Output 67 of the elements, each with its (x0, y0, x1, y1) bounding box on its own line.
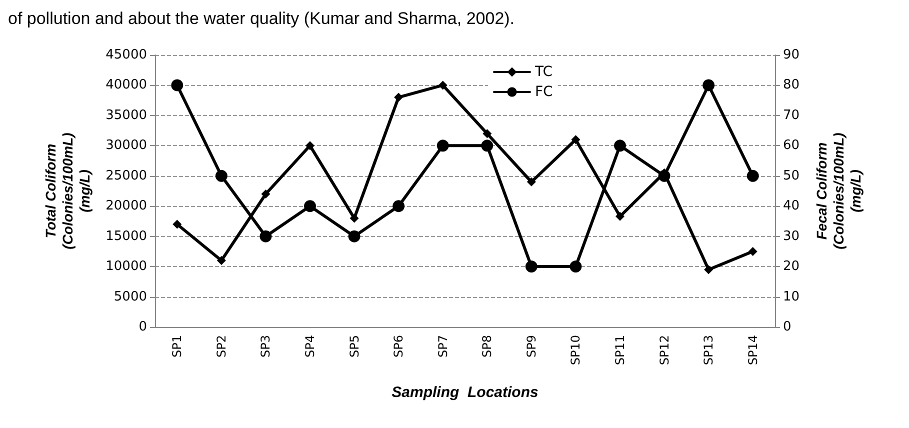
point (481, 140, 494, 152)
point (438, 80, 448, 90)
x-tick-label: SP5 (347, 335, 362, 358)
y2-tick-label: 10 (783, 289, 800, 304)
point (482, 129, 492, 138)
y2-tick-label: 50 (783, 168, 800, 184)
point (306, 141, 314, 150)
x-tick-label: SP8 (480, 335, 494, 358)
y-tick-label: 45000 (106, 48, 147, 62)
x-tick-label: SP13 (702, 335, 716, 366)
y2-tick-label: 80 (783, 78, 800, 93)
point (261, 190, 270, 199)
legend-label: TC (534, 64, 553, 80)
y-tick-label: 30000 (106, 138, 147, 154)
x-axis-title: Sampling Locations (392, 384, 538, 401)
y2-tick-label: 60 (783, 138, 800, 154)
point (436, 140, 449, 152)
x-tick-label: SP14 (746, 335, 760, 366)
y-tick-label: 20000 (106, 198, 147, 214)
y-tick-label: 10000 (106, 259, 147, 274)
point (526, 177, 536, 186)
y-tick-label: 0 (138, 320, 147, 334)
legend-label: FC (535, 84, 554, 100)
x-tick-label: SP6 (392, 335, 406, 358)
point (571, 135, 580, 144)
x-tick-label: SP4 (303, 335, 317, 358)
y-axis-title: Total Coliform (Colonies/100mL) (mg/L) (42, 132, 92, 250)
x-tick-label: SP11 (613, 335, 627, 366)
x-tick-label: SP2 (214, 335, 228, 358)
y2-tick-label: 40 (783, 198, 800, 214)
y2-tick-label: 0 (783, 320, 792, 334)
point (215, 170, 228, 182)
point (304, 200, 316, 212)
point (614, 140, 626, 152)
point (570, 260, 582, 273)
y2-tick-label: 20 (783, 259, 800, 274)
y-tick-label: 5000 (114, 289, 147, 304)
point (392, 200, 405, 212)
x-tick-label: SP1 (170, 335, 184, 358)
x-tick-label: SP9 (524, 335, 538, 358)
point (394, 92, 404, 102)
point (702, 79, 715, 92)
x-tick-label: SP3 (258, 335, 273, 358)
point (350, 214, 359, 223)
y-tick-label: 25000 (106, 168, 147, 184)
point (748, 246, 758, 256)
y2-tick-label: 90 (783, 48, 800, 62)
x-tick-label: SP10 (568, 335, 583, 366)
point (746, 170, 759, 182)
point (704, 265, 714, 274)
x-tick-label: SP7 (436, 335, 450, 358)
y2-tick-label: 30 (783, 228, 800, 244)
point (348, 230, 360, 242)
x-tick-label: SP12 (657, 335, 672, 366)
y-tick-label: 35000 (106, 108, 147, 123)
point (658, 170, 670, 182)
point (171, 79, 184, 92)
y-tick-label: 40000 (106, 78, 147, 93)
point (525, 260, 538, 273)
point (216, 256, 226, 266)
text: of pollution and about the water quality (Kumar and Sharma, 2002). (8, 9, 515, 28)
y2-axis-title: Fecal Coliform (Colonies/100mL) (mg/L) (814, 132, 864, 250)
point (616, 212, 624, 221)
y-tick-label: 15000 (106, 228, 147, 244)
y2-tick-label: 70 (783, 108, 800, 123)
point (172, 220, 182, 229)
point (260, 230, 272, 242)
